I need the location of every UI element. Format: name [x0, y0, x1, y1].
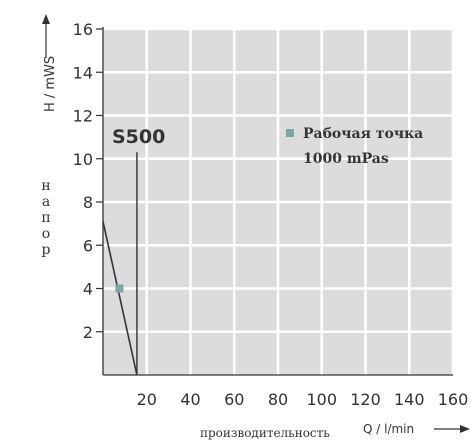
- x-axis-label: Q / l/min: [363, 422, 414, 436]
- y-tick-label-2: 6: [83, 236, 93, 255]
- x-tick-label-6: 140: [394, 390, 425, 409]
- curve-label-s500: S500: [112, 126, 165, 148]
- y-axis-label-ru-char-0: н: [41, 178, 50, 194]
- y-tick-label-7: 16: [73, 20, 93, 39]
- x-tick-label-1: 40: [180, 390, 200, 409]
- y-axis-arrow: [42, 14, 50, 58]
- legend-marker: [286, 129, 294, 137]
- y-axis-label-ru-char-3: о: [42, 226, 50, 242]
- x-tick-label-3: 80: [268, 390, 288, 409]
- x-tick-label-4: 100: [306, 390, 337, 409]
- operating-point-marker: [115, 284, 124, 293]
- y-tick-label-0: 2: [83, 323, 93, 342]
- y-axis-label-ru-char-2: п: [41, 210, 50, 226]
- x-axis-arrow: [434, 425, 470, 433]
- y-tick-label-5: 12: [73, 107, 93, 126]
- curve-line-0: [102, 221, 138, 376]
- axes: [102, 27, 453, 376]
- x-axis-label-ru: производительность: [200, 426, 330, 440]
- chart-marks: [102, 152, 138, 376]
- x-tick-label-7: 160: [438, 390, 469, 409]
- y-axis-label-ru-char-4: р: [42, 242, 51, 258]
- y-tick-label-6: 14: [73, 63, 93, 82]
- x-tick-label-2: 60: [224, 390, 244, 409]
- y-axis-label: H / mWS: [43, 56, 58, 112]
- gridlines: [103, 27, 455, 375]
- x-tick-label-5: 120: [350, 390, 381, 409]
- y-ticks: 2 4 6 8 10 12 14 16: [73, 20, 103, 342]
- x-tick-label-0: 20: [137, 390, 157, 409]
- x-ticks: 20 40 60 80 100 120 140 160: [137, 390, 469, 409]
- y-tick-label-4: 10: [73, 150, 93, 169]
- legend-label-line1: Рабочая точка: [303, 126, 423, 142]
- y-tick-label-1: 4: [83, 280, 93, 299]
- y-tick-label-3: 8: [83, 193, 93, 212]
- legend-label-line2: 1000 mPas: [303, 151, 389, 167]
- y-axis-label-ru-char-1: а: [42, 194, 50, 210]
